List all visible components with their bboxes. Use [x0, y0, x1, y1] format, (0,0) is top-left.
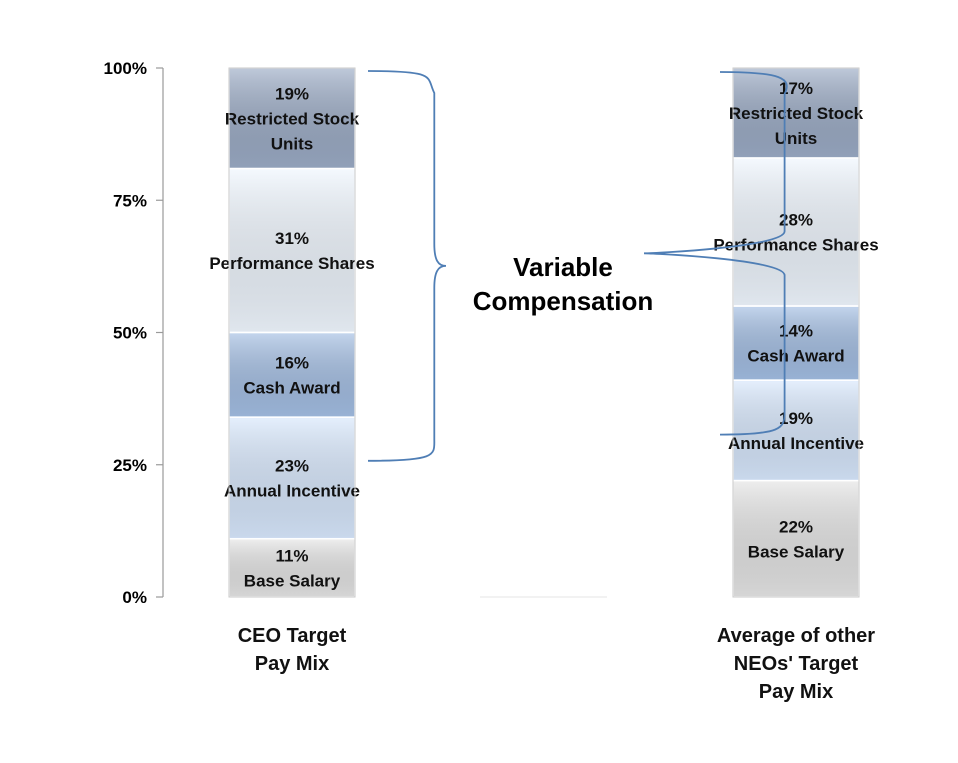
data-label: 23% Annual Incentive: [224, 456, 360, 500]
variable-compensation-label: Variable Compensation: [473, 252, 654, 316]
brace: [367, 70, 447, 462]
bar-segment-shade: [734, 158, 858, 306]
bar-segment-shade: [230, 539, 354, 596]
bar-segment-shade: [734, 307, 858, 380]
data-label: 19% Annual Incentive: [728, 409, 864, 453]
data-label: 11% Base Salary: [244, 546, 341, 590]
data-label: 19% Restricted Stock Units: [225, 84, 360, 153]
data-label: 22% Base Salary: [748, 517, 845, 561]
y-tick-label: 50%: [113, 324, 147, 343]
y-axis: 0% 25% 50% 75% 100%: [104, 59, 607, 607]
bar-outline: [228, 67, 356, 598]
bar-segment-shade: [230, 169, 354, 332]
category-label: Average of other NEOs' Target Pay Mix: [717, 625, 875, 703]
bar-titles: CEO Target Pay Mix Average of other NEOs' T…: [238, 625, 876, 703]
data-label: 28% Performance Shares: [713, 210, 878, 254]
y-tick-label: 0%: [122, 588, 147, 607]
data-label: 14% Cash Award: [747, 322, 844, 366]
category-label: CEO Target Pay Mix: [238, 625, 347, 675]
bar-segment-shade: [734, 69, 858, 157]
y-tick-label: 25%: [113, 456, 147, 475]
data-label: 31% Performance Shares: [209, 229, 374, 273]
bars-group: 11% Base Salary 23% Annual Incentive 16% Cash…: [209, 67, 879, 598]
bar-segment-shade: [734, 381, 858, 480]
bar-segment-shade: [230, 333, 354, 417]
bar-segment-shade: [230, 69, 354, 168]
data-label: 16% Cash Award: [243, 353, 340, 397]
bar-segment-shade: [230, 418, 354, 538]
braces-group: [367, 70, 788, 462]
brace: [643, 71, 788, 436]
bar-outline: [732, 67, 860, 598]
y-tick-label: 75%: [113, 191, 147, 210]
variable-compensation-text: Variable Compensation: [473, 252, 654, 316]
y-tick-label: 100%: [104, 59, 147, 78]
bar-segment-shade: [734, 481, 858, 596]
